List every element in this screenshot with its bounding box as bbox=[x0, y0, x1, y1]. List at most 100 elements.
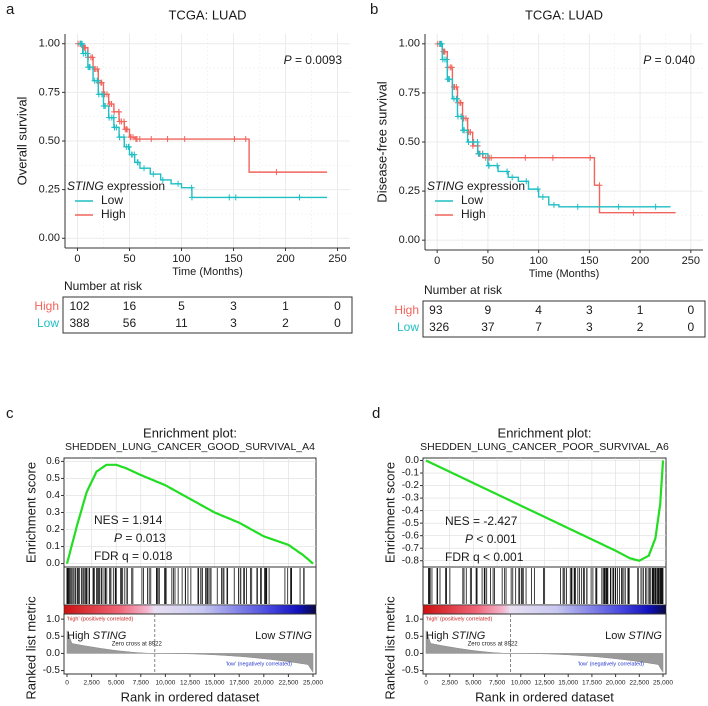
legend-label-high: High bbox=[101, 207, 126, 221]
censor-mark bbox=[509, 174, 516, 181]
p-value-symbol: P bbox=[284, 53, 292, 67]
x-tick-label: 10,000 bbox=[511, 680, 531, 687]
y-tick-label: 0.25 bbox=[399, 185, 420, 197]
y-axis-label-top: Enrichment score bbox=[23, 462, 38, 563]
x-tick-label: 20,000 bbox=[606, 680, 626, 687]
y-tick-label: 0.6 bbox=[46, 456, 60, 467]
rank-gradient-bar bbox=[63, 604, 317, 615]
risk-value: 3 bbox=[586, 320, 593, 334]
y-tick-label: 0.4 bbox=[46, 490, 60, 501]
x-tick-label: 100 bbox=[529, 255, 547, 267]
risk-value: 0 bbox=[334, 316, 341, 330]
censor-mark bbox=[159, 176, 166, 183]
risk-value: 388 bbox=[69, 316, 89, 330]
y-tick-label: -0.7 bbox=[402, 543, 420, 554]
high-group-label: High STING bbox=[426, 630, 486, 642]
y-tick-label: 0.3 bbox=[46, 507, 60, 518]
risk-value: 93 bbox=[429, 303, 443, 317]
legend-label-low: Low bbox=[101, 193, 123, 207]
censor-mark bbox=[587, 154, 594, 161]
x-tick-label: 150 bbox=[580, 255, 598, 267]
low-gene: STING bbox=[278, 630, 312, 642]
stat-p: P < 0.001 bbox=[465, 532, 517, 546]
panel-title: TCGA: LUAD bbox=[168, 7, 246, 22]
y-tick-label: 0.0 bbox=[405, 648, 419, 659]
x-tick-label: 25,000 bbox=[303, 680, 323, 687]
x-tick-label: 17,500 bbox=[582, 680, 602, 687]
x-tick-label: 7,500 bbox=[133, 680, 150, 687]
censor-mark bbox=[458, 113, 465, 120]
panel-letter: a bbox=[6, 1, 15, 18]
censor-mark bbox=[79, 40, 86, 47]
censor-mark bbox=[94, 66, 101, 73]
censor-mark bbox=[273, 169, 280, 176]
censor-mark bbox=[550, 201, 557, 208]
risk-table-box bbox=[422, 300, 706, 338]
x-axis-label: Time (Months) bbox=[172, 266, 243, 278]
censor-mark bbox=[523, 178, 530, 185]
censor-mark bbox=[226, 194, 233, 201]
y-tick-label: 1.0 bbox=[405, 614, 419, 625]
censor-mark bbox=[465, 139, 472, 145]
censor-mark bbox=[87, 64, 94, 71]
risk-value: 3 bbox=[586, 303, 593, 317]
high-gene: STING bbox=[452, 630, 486, 642]
y-tick-label: -0.8 bbox=[402, 555, 420, 566]
risk-value: 16 bbox=[123, 299, 137, 313]
y-tick-label: 0.5 bbox=[405, 631, 419, 642]
y-tick-label: -0.1 bbox=[402, 468, 420, 479]
censor-mark bbox=[113, 124, 120, 131]
x-tick-label: 250 bbox=[328, 253, 346, 265]
y-axis-label-top: Enrichment score bbox=[382, 462, 397, 563]
censor-mark bbox=[596, 182, 603, 189]
censor-mark bbox=[120, 134, 127, 141]
low-gene: STING bbox=[628, 630, 662, 642]
y-axis-label-bottom: Ranked list metric bbox=[382, 596, 397, 700]
x-tick-label: 5,000 bbox=[465, 680, 482, 687]
censor-mark bbox=[175, 180, 182, 187]
y-tick-label: 0.50 bbox=[399, 136, 420, 148]
censor-mark bbox=[115, 108, 122, 115]
y-axis-label: Overall survival bbox=[14, 96, 29, 185]
censor-mark bbox=[446, 76, 453, 83]
y-tick-label: 0.0 bbox=[46, 558, 60, 569]
risk-table-box bbox=[62, 296, 353, 334]
censor-mark bbox=[129, 151, 136, 158]
legend-label-high: High bbox=[461, 207, 486, 221]
censor-mark bbox=[94, 77, 101, 84]
stat-nes: NES = 1.914 bbox=[94, 513, 163, 527]
high-group-label: High STING bbox=[67, 630, 127, 642]
y-tick-label: 0.2 bbox=[46, 524, 60, 535]
censor-mark bbox=[141, 165, 148, 172]
risk-value: 2 bbox=[637, 320, 644, 334]
zero-cross-label: Zero cross at 8922 bbox=[468, 641, 519, 647]
stat-p-symbol: P bbox=[114, 531, 122, 545]
y-tick-label: -0.2 bbox=[402, 480, 420, 491]
x-tick-label: 2,500 bbox=[83, 680, 100, 687]
risk-value: 3 bbox=[230, 316, 237, 330]
risk-value: 11 bbox=[175, 316, 188, 330]
x-tick-label: 50 bbox=[123, 253, 135, 265]
censor-mark bbox=[181, 136, 188, 143]
p-value-number: = 0.040 bbox=[651, 53, 695, 67]
censor-mark bbox=[121, 118, 128, 125]
censor-mark bbox=[106, 114, 113, 121]
y-tick-label: 0.0 bbox=[46, 648, 60, 659]
stat-p-symbol: P bbox=[465, 532, 473, 546]
censor-mark bbox=[504, 168, 511, 175]
panel-letter: d bbox=[372, 405, 380, 422]
x-tick-label: 0 bbox=[65, 680, 69, 687]
y-axis-label: Disease-free survival bbox=[374, 81, 389, 202]
censor-mark bbox=[453, 84, 460, 91]
censor-mark bbox=[164, 136, 171, 143]
x-tick-label: 20,000 bbox=[254, 680, 274, 687]
y-tick-label: 1.00 bbox=[39, 38, 60, 50]
high-gene: STING bbox=[93, 630, 127, 642]
y-tick-label: 0.1 bbox=[46, 541, 60, 552]
legend-title: STING expression bbox=[67, 179, 165, 193]
x-tick-label: 15,000 bbox=[558, 680, 578, 687]
panel-letter: c bbox=[6, 405, 14, 422]
